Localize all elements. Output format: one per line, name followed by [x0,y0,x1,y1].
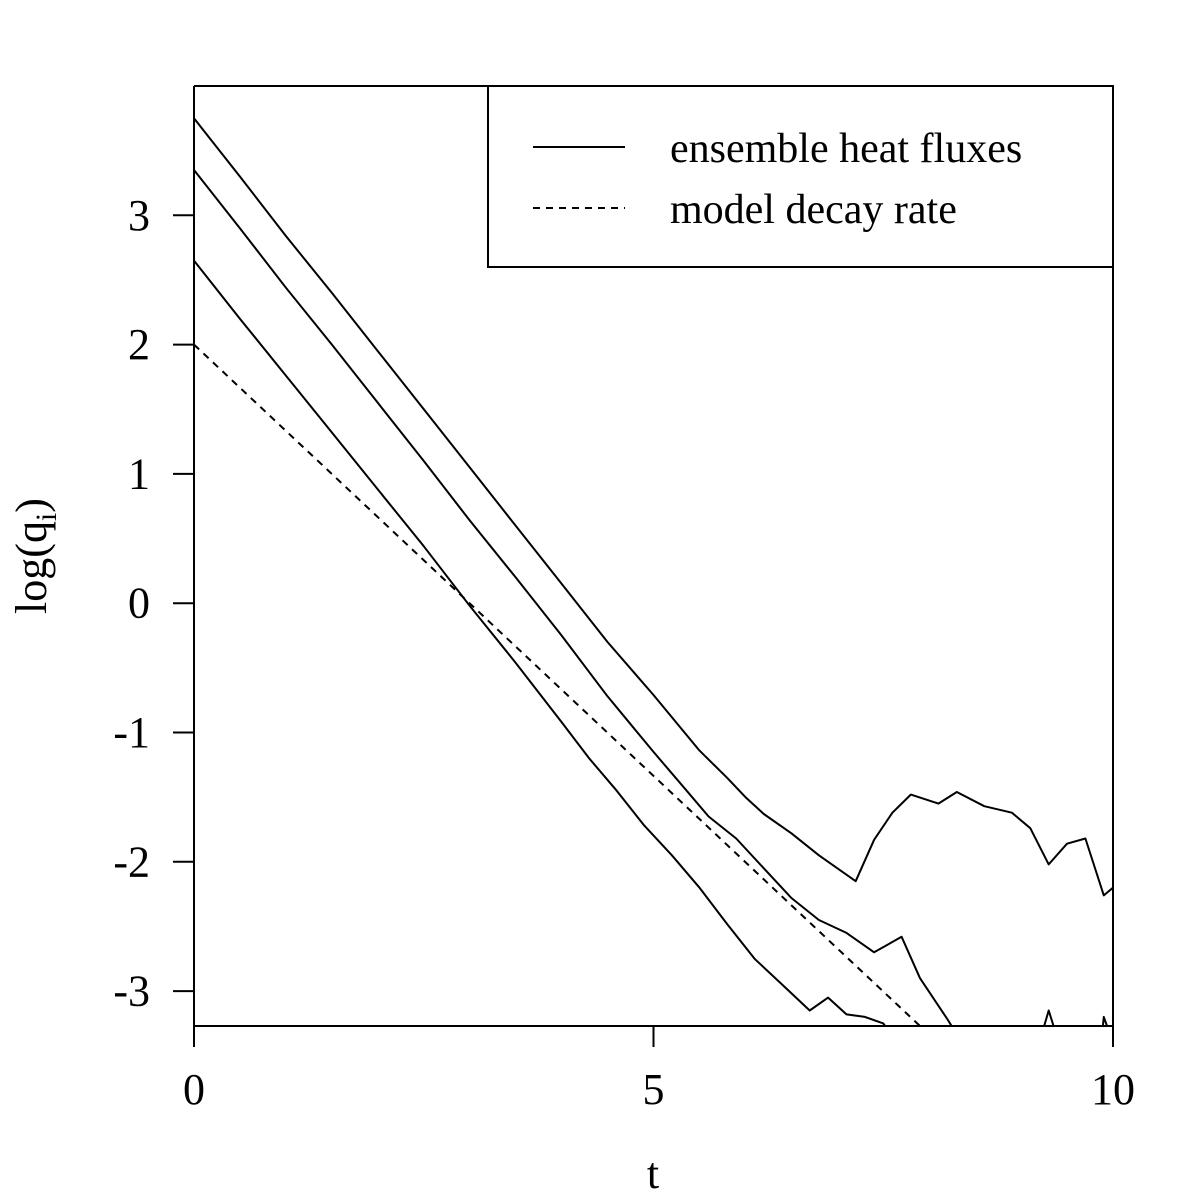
y-axis-title-main: log(q [7,521,56,614]
ensemble-line-1 [194,117,1113,897]
model-decay-line [194,343,921,1026]
legend: ensemble heat fluxes model decay rate [487,85,1114,268]
x-tick-label: 0 [183,1065,205,1114]
y-tick-label: 3 [128,191,150,240]
y-tick-label: -3 [113,967,150,1016]
y-axis-title-subscript: i [30,513,63,521]
ensemble-line-3 [194,259,887,1026]
data-series [194,117,1113,1026]
legend-box [487,85,1114,268]
x-tick-label: 5 [643,1065,665,1114]
legend-label-model: model decay rate [670,187,957,233]
y-tick-label: 1 [128,449,150,498]
y-axis: -3 -2 -1 0 1 2 3 [113,191,194,1016]
y-axis-title-close: ) [7,498,56,513]
y-tick-label: -2 [113,837,150,886]
x-axis: 0 5 10 [183,1026,1135,1114]
y-axis-title: log(qi) [7,498,63,614]
y-tick-label: 2 [128,320,150,369]
y-tick-label: -1 [113,708,150,757]
ensemble-line-2 [194,169,1109,1026]
x-axis-title: t [647,1149,659,1198]
y-tick-label: 0 [128,579,150,628]
x-tick-label: 10 [1091,1065,1135,1114]
legend-label-ensemble: ensemble heat fluxes [670,126,1022,172]
